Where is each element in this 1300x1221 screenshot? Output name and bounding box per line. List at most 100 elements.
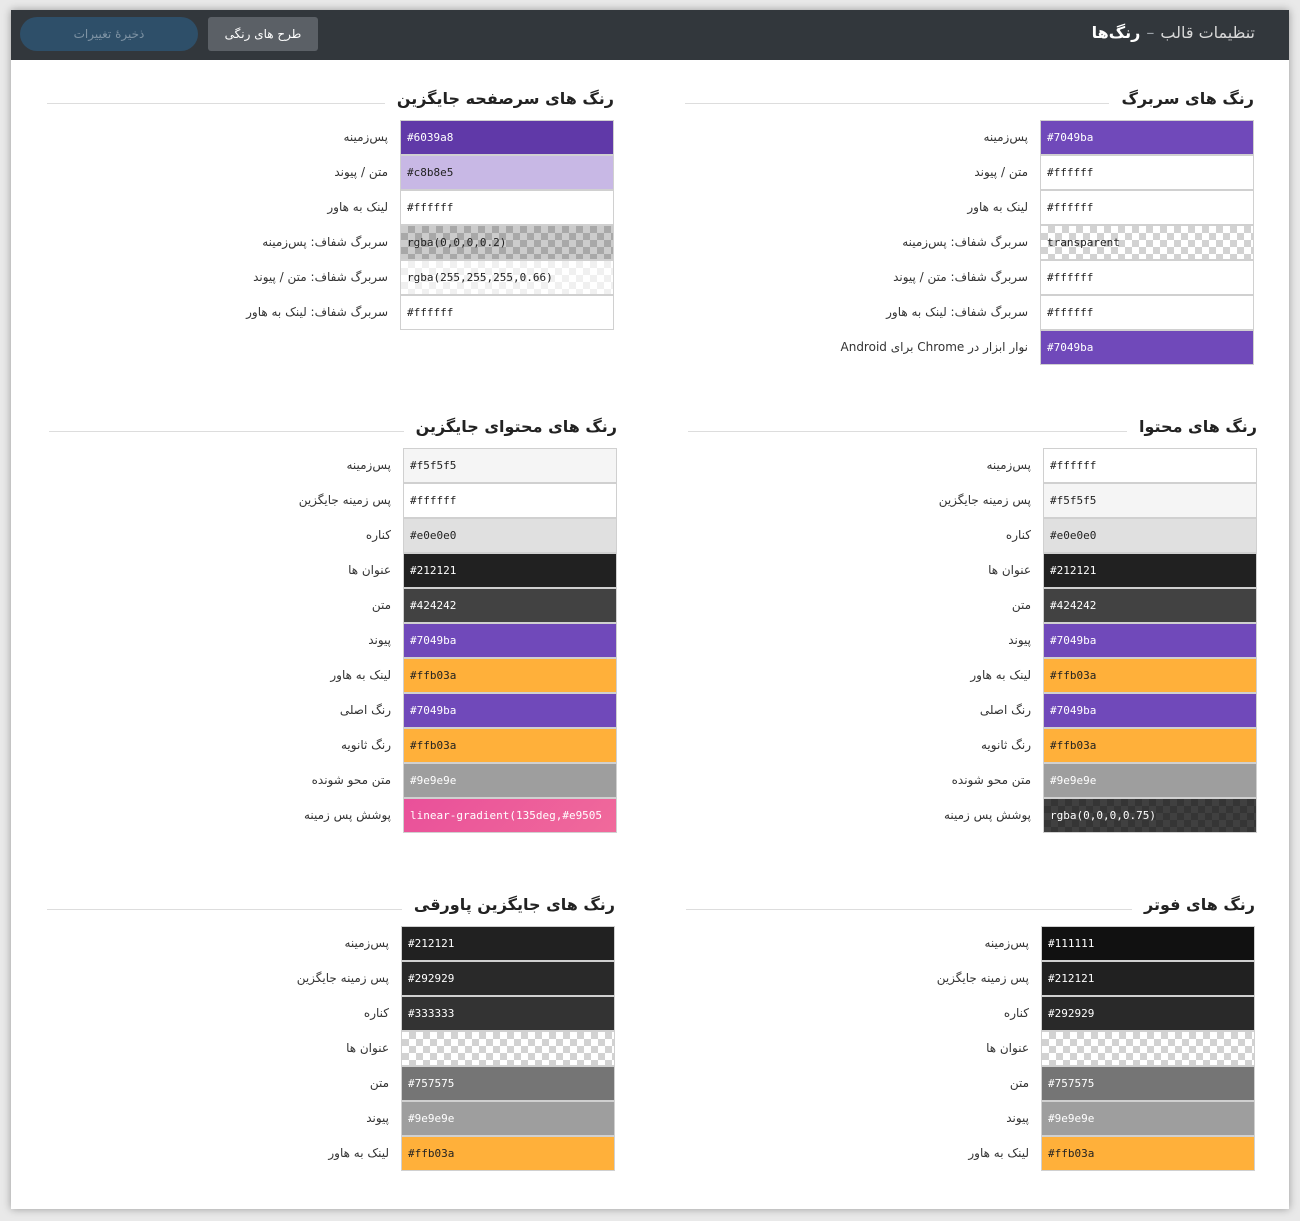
color-setting-row: سربرگ شفاف: پس‌زمینه rgba(0,0,0,0.2) xyxy=(47,225,614,260)
color-setting-label: متن xyxy=(371,598,391,612)
color-picker-swatch[interactable]: #ffb03a xyxy=(403,728,617,763)
color-picker-swatch[interactable]: #ffffff xyxy=(1043,448,1257,483)
color-picker-swatch[interactable]: #7049ba xyxy=(403,693,617,728)
color-picker-swatch[interactable]: #ffb03a xyxy=(1043,658,1257,693)
color-setting-row: متن #424242 xyxy=(49,588,617,623)
color-picker-swatch[interactable]: #ffb03a xyxy=(1043,728,1257,763)
color-picker-swatch[interactable]: #9e9e9e xyxy=(1043,763,1257,798)
color-picker-swatch[interactable]: #ffffff xyxy=(1040,155,1254,190)
color-picker-swatch[interactable]: #ffffff xyxy=(400,190,614,225)
color-picker-swatch[interactable]: #ffffff xyxy=(1040,260,1254,295)
color-setting-label: لینک به هاور xyxy=(967,200,1028,214)
color-picker-swatch[interactable]: #212121 xyxy=(1043,553,1257,588)
color-picker-swatch[interactable] xyxy=(1041,1031,1255,1066)
color-picker-swatch[interactable]: #f5f5f5 xyxy=(403,448,617,483)
section-divider xyxy=(688,431,1257,432)
color-value-text: #292929 xyxy=(408,972,455,985)
title-current: رنگ‌ها xyxy=(1091,23,1141,42)
color-picker-swatch[interactable]: #9e9e9e xyxy=(1041,1101,1255,1136)
color-picker-swatch[interactable]: transparent xyxy=(1040,225,1254,260)
color-setting-label: عنوان ها xyxy=(986,1041,1029,1055)
color-setting-label: نوار ابزار در Chrome برای Android xyxy=(840,340,1029,354)
section-content-colors: رنگ های محتوا پس‌زمینه #ffffff پس زمینه جای… xyxy=(688,417,1257,847)
section-alt-content-colors: رنگ های محتوای جایگزین پس‌زمینه #f5f5f5 پس … xyxy=(49,417,617,847)
color-setting-label: لینک به هاور xyxy=(328,1146,389,1160)
color-value-text: rgba(255,255,255,0.66) xyxy=(407,271,553,284)
color-setting-row: عنوان ها xyxy=(47,1031,615,1066)
color-setting-row: سربرگ شفاف: پس‌زمینه transparent xyxy=(685,225,1254,260)
color-setting-label: سربرگ شفاف: لینک به هاور xyxy=(246,305,388,319)
color-picker-swatch[interactable]: #6039a8 xyxy=(400,120,614,155)
color-setting-label: لینک به هاور xyxy=(327,200,388,214)
color-picker-swatch[interactable]: #7049ba xyxy=(1040,120,1254,155)
color-setting-label: پس زمینه جایگزین xyxy=(936,971,1029,985)
color-setting-label: سربرگ شفاف: پس‌زمینه xyxy=(262,235,388,249)
color-setting-row: نوار ابزار در Chrome برای Android #7049ba xyxy=(685,330,1254,365)
color-picker-swatch[interactable]: #333333 xyxy=(401,996,615,1031)
color-picker-swatch[interactable]: #ffffff xyxy=(1040,190,1254,225)
color-setting-label: رنگ اصلی xyxy=(979,703,1031,717)
color-picker-swatch[interactable]: #212121 xyxy=(1041,961,1255,996)
color-setting-label: پس‌زمینه xyxy=(346,458,391,472)
color-setting-row: پس‌زمینه #f5f5f5 xyxy=(49,448,617,483)
color-overlay xyxy=(401,226,613,259)
color-setting-row: کناره #292929 xyxy=(686,996,1255,1031)
color-picker-swatch[interactable]: #7049ba xyxy=(1043,623,1257,658)
color-setting-label: عنوان ها xyxy=(348,563,391,577)
color-picker-swatch[interactable]: rgba(0,0,0,0.75) xyxy=(1043,798,1257,833)
section-divider xyxy=(686,909,1255,910)
color-picker-swatch[interactable]: #e0e0e0 xyxy=(1043,518,1257,553)
color-value-text: #7049ba xyxy=(410,634,457,647)
color-picker-swatch[interactable]: #c8b8e5 xyxy=(400,155,614,190)
color-value-text: #7049ba xyxy=(410,704,457,717)
color-picker-swatch[interactable]: #ffb03a xyxy=(401,1136,615,1171)
color-value-text: #424242 xyxy=(410,599,457,612)
color-picker-swatch[interactable]: rgba(0,0,0,0.2) xyxy=(400,225,614,260)
color-picker-swatch[interactable]: #ffb03a xyxy=(1041,1136,1255,1171)
color-picker-swatch[interactable]: #7049ba xyxy=(1040,330,1254,365)
color-schemes-button[interactable]: طرح های رنگی xyxy=(208,17,318,51)
color-setting-row: پس زمینه جایگزین #292929 xyxy=(47,961,615,996)
color-picker-swatch[interactable]: #7049ba xyxy=(403,623,617,658)
color-picker-swatch[interactable]: #424242 xyxy=(403,588,617,623)
color-value-text: #7049ba xyxy=(1047,341,1094,354)
color-value-text: #212121 xyxy=(408,937,455,950)
color-picker-swatch[interactable]: #ffb03a xyxy=(403,658,617,693)
color-value-text: transparent xyxy=(1047,236,1120,249)
color-picker-swatch[interactable]: #9e9e9e xyxy=(401,1101,615,1136)
page-title: تنظیمات قالب–رنگ‌ها xyxy=(1092,23,1255,42)
color-picker-swatch[interactable]: #7049ba xyxy=(1043,693,1257,728)
color-value-text: #ffb03a xyxy=(410,669,457,682)
color-picker-swatch[interactable]: #292929 xyxy=(1041,996,1255,1031)
color-picker-swatch[interactable]: #212121 xyxy=(401,926,615,961)
color-picker-swatch[interactable]: #212121 xyxy=(403,553,617,588)
color-picker-swatch[interactable]: #e0e0e0 xyxy=(403,518,617,553)
color-picker-swatch[interactable]: linear-gradient(135deg,#e9505 xyxy=(403,798,617,833)
color-picker-swatch[interactable]: #424242 xyxy=(1043,588,1257,623)
color-value-text: #ffffff xyxy=(1047,201,1094,214)
color-picker-swatch[interactable]: #757575 xyxy=(1041,1066,1255,1101)
color-setting-label: سربرگ شفاف: متن / پیوند xyxy=(253,270,388,284)
color-picker-swatch[interactable]: rgba(255,255,255,0.66) xyxy=(400,260,614,295)
color-overlay xyxy=(1044,799,1256,832)
section-title: رنگ های محتوا xyxy=(1127,417,1257,436)
color-picker-swatch[interactable]: #f5f5f5 xyxy=(1043,483,1257,518)
color-picker-swatch[interactable]: #ffffff xyxy=(400,295,614,330)
color-picker-swatch[interactable]: #111111 xyxy=(1041,926,1255,961)
section-header-colors: رنگ های سربرگ پس‌زمینه #7049ba متن / پیوند #… xyxy=(685,89,1254,379)
color-value-text: #f5f5f5 xyxy=(410,459,457,472)
color-value-text: #7049ba xyxy=(1047,131,1094,144)
color-value-text: #212121 xyxy=(1048,972,1095,985)
color-setting-row: پس‌زمینه #ffffff xyxy=(688,448,1257,483)
color-setting-row: پیوند #7049ba xyxy=(688,623,1257,658)
color-picker-swatch[interactable]: #757575 xyxy=(401,1066,615,1101)
color-picker-swatch[interactable]: #9e9e9e xyxy=(403,763,617,798)
save-changes-button[interactable]: ذخیرهٔ تغییرات xyxy=(20,17,198,51)
color-value-text: #212121 xyxy=(1050,564,1097,577)
color-picker-swatch[interactable]: #ffffff xyxy=(403,483,617,518)
color-picker-swatch[interactable]: #292929 xyxy=(401,961,615,996)
color-setting-label: رنگ اصلی xyxy=(339,703,391,717)
color-picker-swatch[interactable]: #ffffff xyxy=(1040,295,1254,330)
color-setting-row: پیوند #9e9e9e xyxy=(686,1101,1255,1136)
color-picker-swatch[interactable] xyxy=(401,1031,615,1066)
